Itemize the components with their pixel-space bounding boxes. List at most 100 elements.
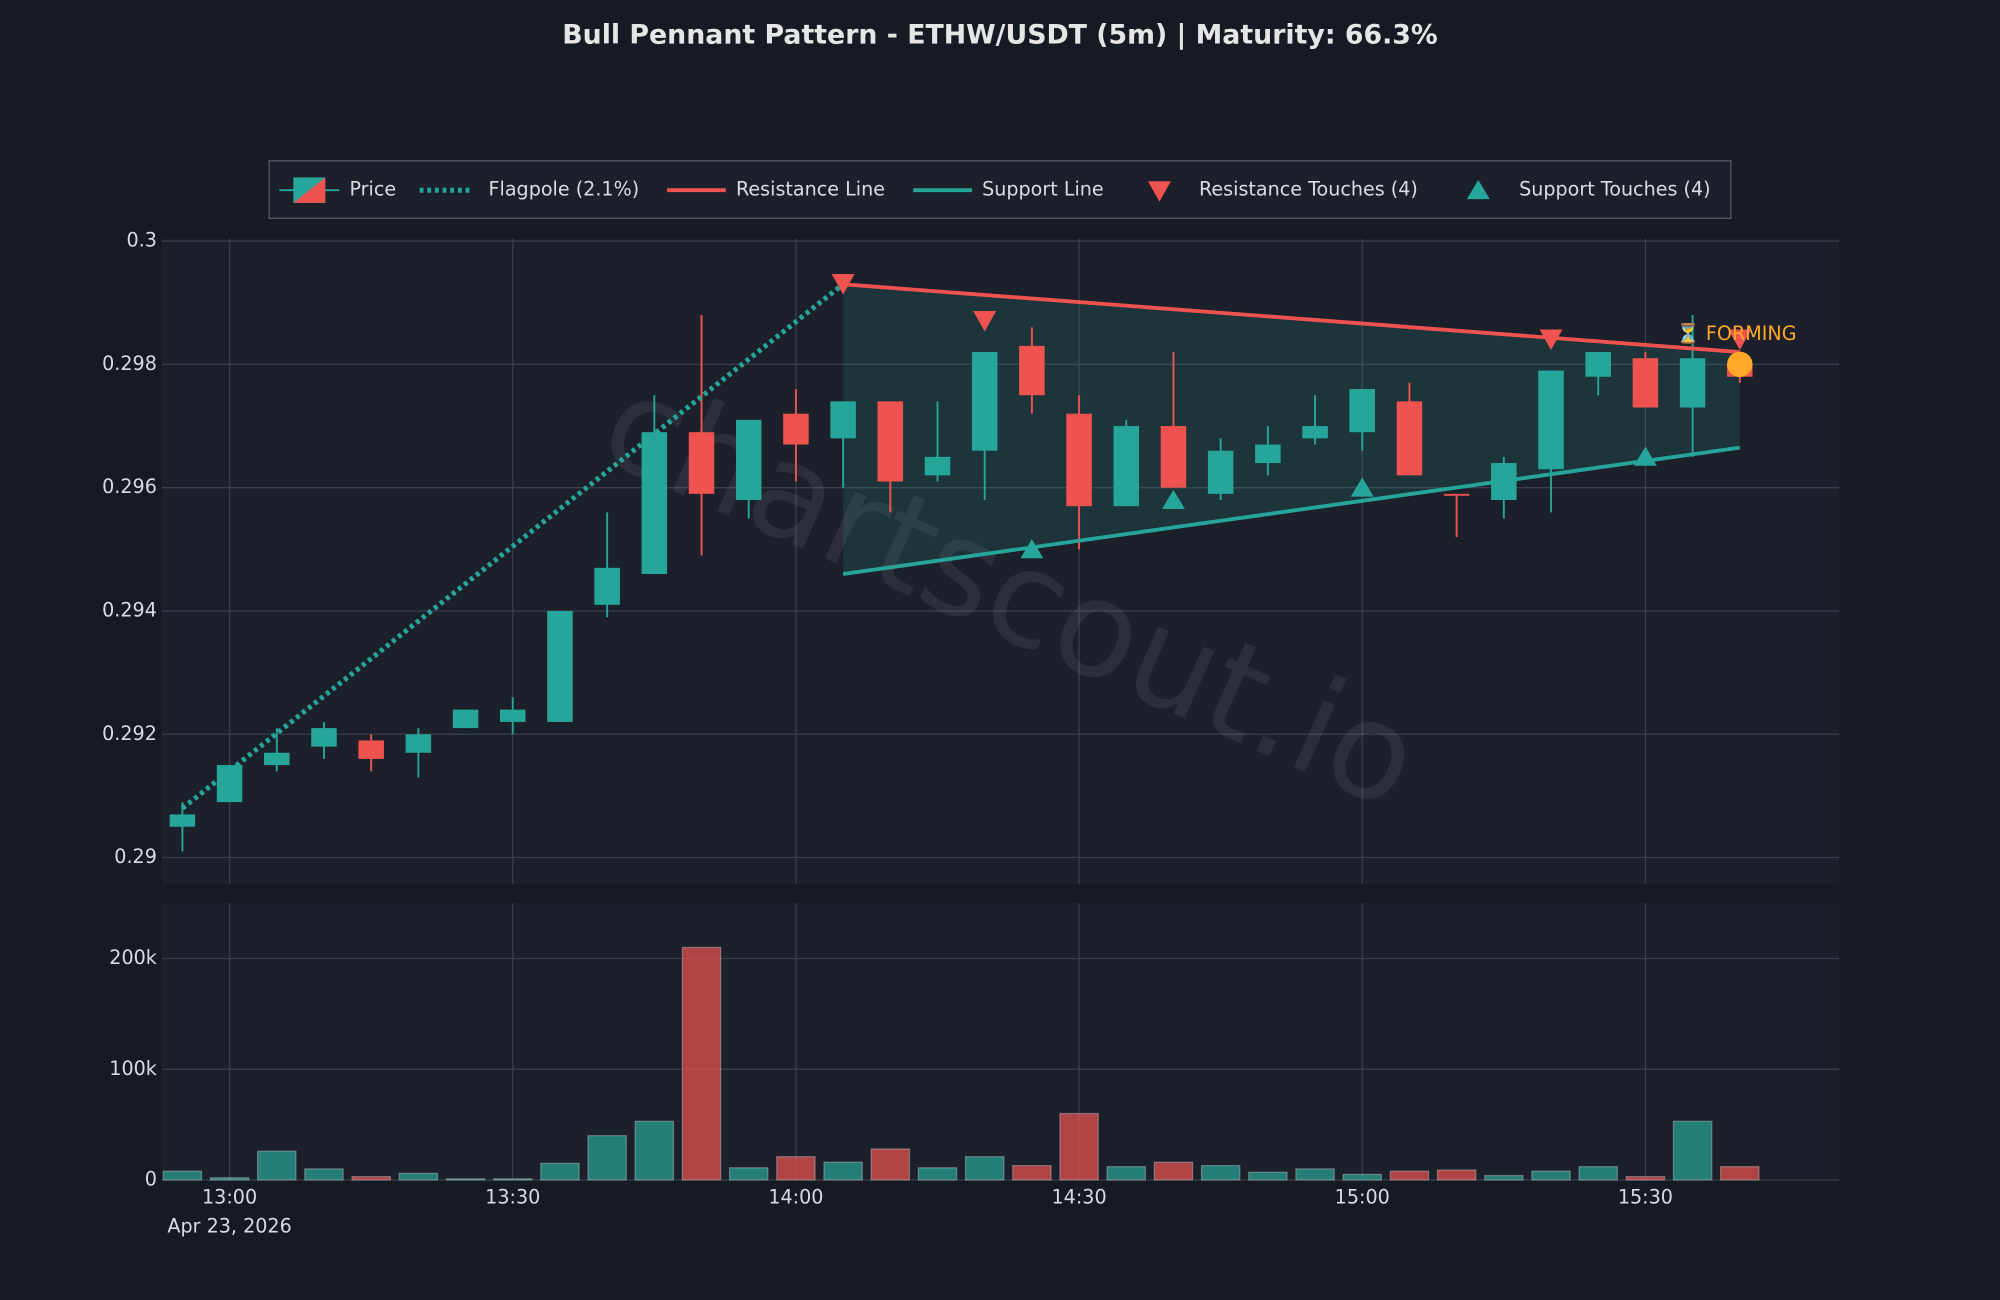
y-tick-label: 0.29 <box>114 845 157 868</box>
x-date-label: Apr 23, 2026 <box>167 1215 291 1238</box>
y-tick-label: 0.3 <box>126 229 156 252</box>
candle-body <box>1255 444 1281 464</box>
touch-marker <box>831 274 855 295</box>
x-tick-label: 14:30 <box>1052 1185 1107 1208</box>
candle-body <box>547 610 573 722</box>
candle-body <box>1302 426 1328 439</box>
volume-bar <box>351 1176 391 1181</box>
volume-bar <box>917 1167 958 1181</box>
candle-body <box>594 567 620 605</box>
candle-body <box>830 401 856 439</box>
volume-bar <box>1200 1164 1241 1181</box>
legend-label: Resistance Line <box>736 178 885 201</box>
y-tick-label: 0.292 <box>102 722 157 745</box>
status-dot <box>1727 351 1753 378</box>
y-tick-label: 100k <box>109 1057 158 1080</box>
candle-body <box>688 432 715 494</box>
volume-bar <box>1389 1170 1430 1181</box>
support-line <box>842 445 1741 576</box>
candle-body <box>1160 426 1187 488</box>
legend-label: Resistance Touches (4) <box>1199 178 1418 201</box>
touch-marker <box>1728 329 1752 350</box>
volume-bar <box>1248 1171 1288 1181</box>
touch-marker <box>1633 446 1657 466</box>
volume-bar <box>587 1135 627 1181</box>
y-tick-label: 0.296 <box>102 475 157 498</box>
volume-bar <box>540 1162 580 1181</box>
volume-panel <box>161 903 1840 1180</box>
candle-body <box>1066 413 1092 507</box>
volume-bar <box>1578 1166 1618 1181</box>
volume-bar <box>1153 1161 1194 1181</box>
volume-bar <box>964 1156 1005 1181</box>
volume-bar <box>1295 1168 1335 1181</box>
legend-swatch <box>1147 181 1171 202</box>
touch-marker <box>1161 489 1185 509</box>
volume-bar <box>634 1120 675 1181</box>
volume-bar <box>870 1148 911 1181</box>
volume-bar <box>257 1150 297 1181</box>
candle-body <box>877 401 904 482</box>
candle-body <box>264 752 290 766</box>
volume-bar <box>1672 1120 1713 1181</box>
legend-label: Flagpole (2.1%) <box>489 178 640 201</box>
volume-bar <box>162 1170 203 1181</box>
touch-marker <box>1539 329 1563 350</box>
status-label: ⏳ FORMING <box>1676 322 1797 345</box>
volume-bar <box>823 1161 863 1181</box>
candle-body <box>1538 370 1564 470</box>
candle-body <box>783 413 809 445</box>
volume-bar <box>1531 1170 1571 1181</box>
volume-bar <box>776 1156 816 1181</box>
candle-body <box>735 419 762 501</box>
candle-body <box>1679 358 1706 408</box>
candle-body <box>1019 345 1045 396</box>
volume-bar <box>1106 1166 1147 1181</box>
y-tick-label: 0.298 <box>102 352 157 375</box>
touch-marker <box>1020 539 1044 559</box>
candle-body <box>452 709 479 729</box>
legend <box>268 160 1732 219</box>
legend-label: Support Touches (4) <box>1519 178 1710 201</box>
price-panel <box>161 238 1840 885</box>
volume-bar <box>1484 1174 1524 1181</box>
candle-body <box>358 740 384 759</box>
candle-body <box>924 456 951 476</box>
legend-label: Support Line <box>982 178 1104 201</box>
candle-body <box>1349 389 1375 433</box>
volume-bar <box>1720 1166 1760 1181</box>
volume-bar <box>1059 1112 1099 1181</box>
resistance-line <box>842 282 1740 354</box>
candle-body <box>1585 352 1611 377</box>
legend-swatch <box>1466 179 1490 200</box>
y-tick-label: 0.294 <box>102 598 157 621</box>
chart-title: Bull Pennant Pattern - ETHW/USDT (5m) | … <box>562 19 1437 50</box>
volume-bar <box>681 946 722 1181</box>
y-tick-label: 200k <box>109 946 158 969</box>
volume-bar <box>1436 1169 1477 1181</box>
candle-body <box>1396 401 1423 476</box>
candle-body <box>311 728 337 747</box>
x-tick-label: 13:00 <box>202 1185 257 1208</box>
candle-body <box>1443 493 1470 496</box>
volume-bar <box>304 1168 344 1181</box>
flagpole-line <box>180 282 845 811</box>
y-tick-label: 0 <box>145 1167 157 1190</box>
touch-marker <box>1350 477 1374 497</box>
volume-bar <box>728 1167 769 1181</box>
touch-marker <box>973 311 997 332</box>
volume-bar <box>398 1172 439 1181</box>
candle-body <box>169 814 196 827</box>
candle-body <box>500 709 526 722</box>
candle-body <box>1632 358 1659 408</box>
x-tick-label: 15:30 <box>1618 1185 1673 1208</box>
volume-bar <box>209 1177 250 1181</box>
volume-bar <box>1012 1164 1052 1181</box>
volume-bar <box>445 1178 486 1181</box>
candle-body <box>405 734 432 753</box>
volume-bar <box>1625 1176 1666 1181</box>
x-tick-label: 14:00 <box>768 1185 823 1208</box>
x-tick-label: 13:30 <box>485 1185 540 1208</box>
candle-body <box>216 765 243 803</box>
x-tick-label: 15:00 <box>1335 1185 1390 1208</box>
